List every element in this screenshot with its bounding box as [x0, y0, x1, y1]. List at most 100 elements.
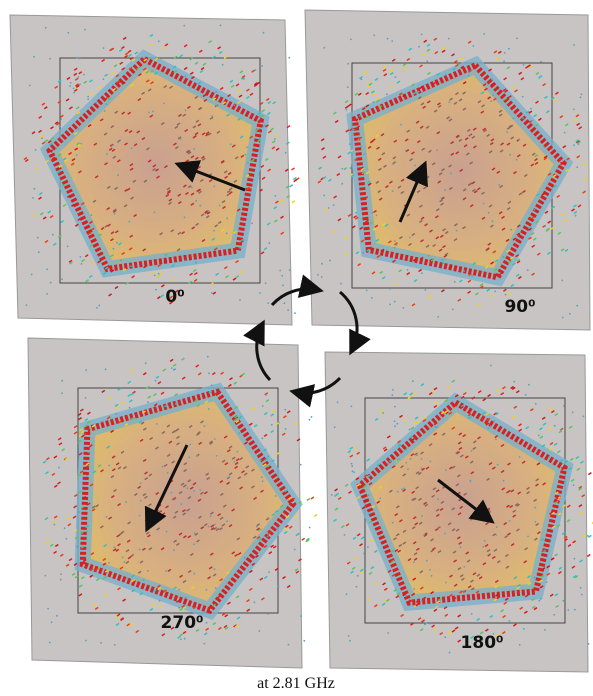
field-dot — [256, 526, 258, 528]
page: 0⁰90⁰270⁰180⁰ at 2.81 GHz (() => { const… — [0, 0, 593, 696]
field-dot — [50, 282, 52, 284]
field-dot — [471, 275, 473, 277]
field-dot — [513, 381, 515, 383]
field-dot — [588, 643, 590, 645]
field-dot — [543, 146, 545, 148]
field-dot — [395, 76, 397, 78]
field-dot — [204, 425, 206, 427]
field-dot — [294, 312, 296, 314]
field-dot — [340, 283, 342, 285]
field-dot — [33, 56, 35, 58]
field-dot — [547, 556, 549, 558]
field-dot — [488, 212, 490, 214]
field-dot — [211, 384, 213, 386]
field-dot — [166, 531, 168, 533]
field-dot — [65, 538, 67, 540]
field-dot — [352, 470, 354, 472]
field-dot — [243, 78, 245, 80]
field-dot — [421, 458, 423, 460]
field-dot — [372, 212, 374, 214]
field-dot — [548, 456, 550, 458]
field-dot — [32, 197, 34, 199]
field-dot — [80, 256, 82, 258]
field-dot — [165, 570, 167, 572]
field-dot — [216, 455, 218, 457]
field-dot — [275, 195, 277, 197]
field-dot — [275, 495, 277, 497]
field-dot — [267, 517, 269, 519]
field-dot — [203, 643, 205, 645]
field-dot — [472, 45, 474, 47]
field-dot — [471, 450, 473, 452]
field-dot — [421, 272, 423, 274]
field-dot — [452, 309, 454, 311]
field-dot — [215, 587, 217, 589]
field-dot — [347, 86, 349, 88]
field-dot — [95, 102, 97, 104]
field-dot — [522, 117, 524, 119]
field-dot — [156, 423, 158, 425]
field-dot — [328, 207, 330, 209]
field-dot — [206, 622, 208, 624]
field-dot — [38, 251, 40, 253]
field-dot — [331, 494, 333, 496]
field-dot — [87, 98, 89, 100]
field-dot — [155, 289, 157, 291]
field-dot — [506, 131, 508, 133]
field-dot — [267, 302, 269, 304]
field-dot — [261, 476, 263, 478]
field-dot — [155, 380, 157, 382]
current-arrow — [314, 515, 317, 517]
field-dot — [495, 439, 497, 441]
field-dot — [425, 289, 427, 291]
field-dot — [139, 548, 141, 550]
field-dot — [282, 285, 284, 287]
field-dot — [262, 405, 264, 407]
field-dot — [31, 274, 33, 276]
field-dot — [276, 527, 278, 529]
field-dot — [564, 132, 566, 134]
field-dot — [482, 546, 484, 548]
field-dot — [544, 550, 546, 552]
field-dot — [567, 609, 569, 611]
field-dot — [421, 467, 423, 469]
field-dot — [534, 577, 536, 579]
field-dot — [317, 274, 319, 276]
field-dot — [341, 183, 343, 185]
field-dot — [206, 589, 208, 591]
field-dot — [288, 57, 290, 59]
field-dot — [371, 297, 373, 299]
field-dot — [587, 535, 589, 537]
field-dot — [246, 146, 248, 148]
field-dot — [397, 491, 399, 493]
field-dot — [580, 97, 582, 99]
field-dot — [247, 162, 249, 164]
field-dot — [76, 546, 78, 548]
field-dot — [405, 595, 407, 597]
field-dot — [173, 549, 175, 551]
field-dot — [140, 482, 142, 484]
field-dot — [61, 278, 63, 280]
field-dot — [561, 280, 563, 282]
field-dot — [407, 269, 409, 271]
field-dot — [37, 237, 39, 239]
field-dot — [454, 281, 456, 283]
field-dot — [356, 586, 358, 588]
field-dot — [220, 25, 222, 27]
current-arrow — [292, 168, 295, 170]
field-dot — [525, 394, 527, 396]
field-dot — [185, 110, 187, 112]
field-dot — [120, 259, 122, 261]
field-dot — [26, 304, 28, 306]
field-dot — [51, 621, 53, 623]
field-dot — [125, 501, 127, 503]
field-dot — [139, 515, 141, 517]
field-dot — [519, 644, 521, 646]
field-dot — [113, 546, 115, 548]
field-dot — [58, 467, 60, 469]
field-dot — [349, 143, 351, 145]
field-dot — [239, 105, 241, 107]
current-arrow — [311, 497, 314, 499]
field-dot — [346, 593, 348, 595]
field-dot — [116, 242, 118, 244]
